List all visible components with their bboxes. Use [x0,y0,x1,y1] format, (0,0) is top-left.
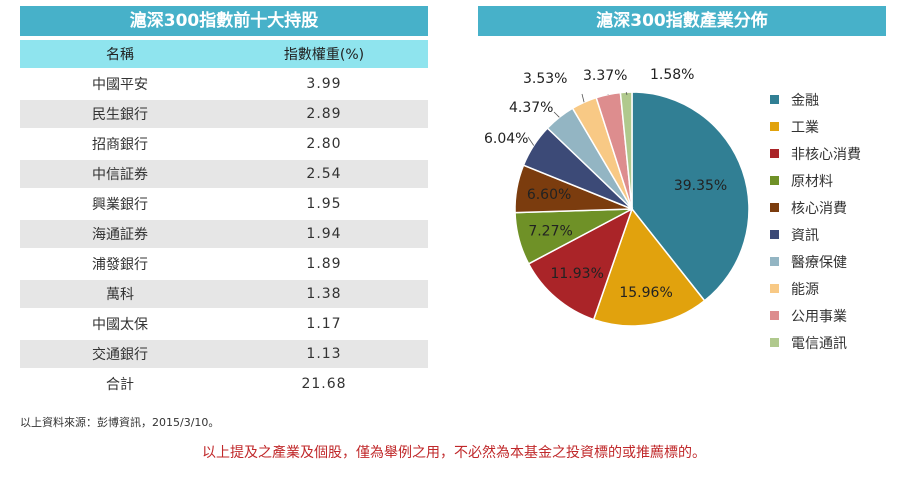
pie-data-label: 3.53% [523,71,567,87]
table-row: 浦發銀行 1.89 [20,250,428,278]
pie-data-label: 15.96% [619,285,672,301]
stock-name: 浦發銀行 [20,250,220,278]
legend-label: 醫療保健 [791,254,847,271]
table-header-row: 名稱 指數權重(%) [20,40,428,68]
legend-item: 工業 [770,113,861,140]
legend-swatch [770,176,779,185]
holdings-table-title: 滬深300指數前十大持股 [20,6,428,36]
pie-slice-3 [527,207,634,321]
pie-data-label: 4.37% [509,100,553,116]
pie-data-label: 11.93% [550,266,603,282]
table-row: 中國太保 1.17 [20,310,428,338]
legend-swatch [770,149,779,158]
table-row: 交通銀行 1.13 [20,340,428,368]
pie-data-label: 1.58% [650,67,694,83]
legend-item: 金融 [770,86,861,113]
data-source-note: 以上資料來源：彭博資訊，2015/3/10。 [20,416,220,429]
legend-item: 資訊 [770,221,861,248]
pie-legend: 金融工業非核心消費原材料核心消費資訊醫療保健能源公用事業電信通訊 [770,86,861,356]
legend-item: 電信通訊 [770,329,861,356]
legend-swatch [770,284,779,293]
stock-name: 興業銀行 [20,190,220,218]
stock-name: 海通証券 [20,220,220,248]
pie-data-label: 6.60% [527,187,571,203]
legend-label: 能源 [791,281,819,298]
pie-slice-1 [631,91,750,302]
pie-leader-line [553,111,560,118]
table-row: 民生銀行 2.89 [20,100,428,128]
table-row: 海通証券 1.94 [20,220,428,248]
legend-swatch [770,311,779,320]
legend-label: 非核心消費 [791,146,861,163]
stock-name: 中信証券 [20,160,220,188]
legend-label: 工業 [791,119,819,136]
pie-chart-title: 滬深300指數產業分佈 [478,6,886,36]
table-row: 招商銀行 2.80 [20,130,428,158]
table-row: 興業銀行 1.95 [20,190,428,218]
stock-name: 中國太保 [20,310,220,338]
stock-name: 招商銀行 [20,130,220,158]
pie-data-label: 3.37% [583,68,627,84]
legend-item: 原材料 [770,167,861,194]
stock-weight: 3.99 [220,70,428,98]
disclaimer-text: 以上提及之產業及個股，僅為舉例之用，不必然為本基金之投資標的或推薦標的。 [202,445,706,461]
legend-label: 金融 [791,92,819,109]
legend-item: 非核心消費 [770,140,861,167]
legend-item: 能源 [770,275,861,302]
table-row: 中信証券 2.54 [20,160,428,188]
pie-data-label: 7.27% [528,224,572,240]
stock-name: 中國平安 [20,70,220,98]
header-weight: 指數權重(%) [220,40,428,68]
stock-weight: 2.54 [220,160,428,188]
stock-weight: 1.13 [220,340,428,368]
legend-swatch [770,95,779,104]
legend-item: 醫療保健 [770,248,861,275]
legend-swatch [770,230,779,239]
table-row: 萬科 1.38 [20,280,428,308]
pie-leader-line [527,136,535,146]
stock-weight: 2.80 [220,130,428,158]
pie-leader-line [625,92,628,96]
stock-name: 交通銀行 [20,340,220,368]
stock-weight: 1.38 [220,280,428,308]
header-name: 名稱 [20,40,220,68]
pie-data-label: 6.04% [484,131,528,147]
legend-swatch [770,338,779,347]
stock-weight: 2.89 [220,100,428,128]
stock-weight: 1.17 [220,310,428,338]
legend-label: 原材料 [791,173,833,190]
table-row: 中國平安 3.99 [20,70,428,98]
legend-swatch [770,122,779,131]
total-label: 合計 [20,370,220,398]
legend-item: 核心消費 [770,194,861,221]
stock-weight: 1.89 [220,250,428,278]
pie-data-label: 39.35% [674,178,727,194]
sector-pie-chart: 39.35% 15.96% 11.93% 7.27% 6.60% 6.04% 4.37% 3.… [484,67,750,327]
legend-swatch [770,257,779,266]
legend-item: 公用事業 [770,302,861,329]
pie-leader-line [581,93,585,103]
stock-name: 萬科 [20,280,220,308]
legend-label: 資訊 [791,227,819,244]
legend-label: 公用事業 [791,308,847,325]
stock-name: 民生銀行 [20,100,220,128]
total-weight: 21.68 [220,370,428,398]
pie-slice-2 [592,207,706,327]
holdings-table: 名稱 指數權重(%) 中國平安 3.99 民生銀行 2.89 招商銀行 2.80 中信… [20,38,428,400]
stock-weight: 1.94 [220,220,428,248]
stock-weight: 1.95 [220,190,428,218]
legend-label: 電信通訊 [791,335,847,352]
legend-label: 核心消費 [791,200,847,217]
legend-swatch [770,203,779,212]
table-total-row: 合計 21.68 [20,370,428,398]
